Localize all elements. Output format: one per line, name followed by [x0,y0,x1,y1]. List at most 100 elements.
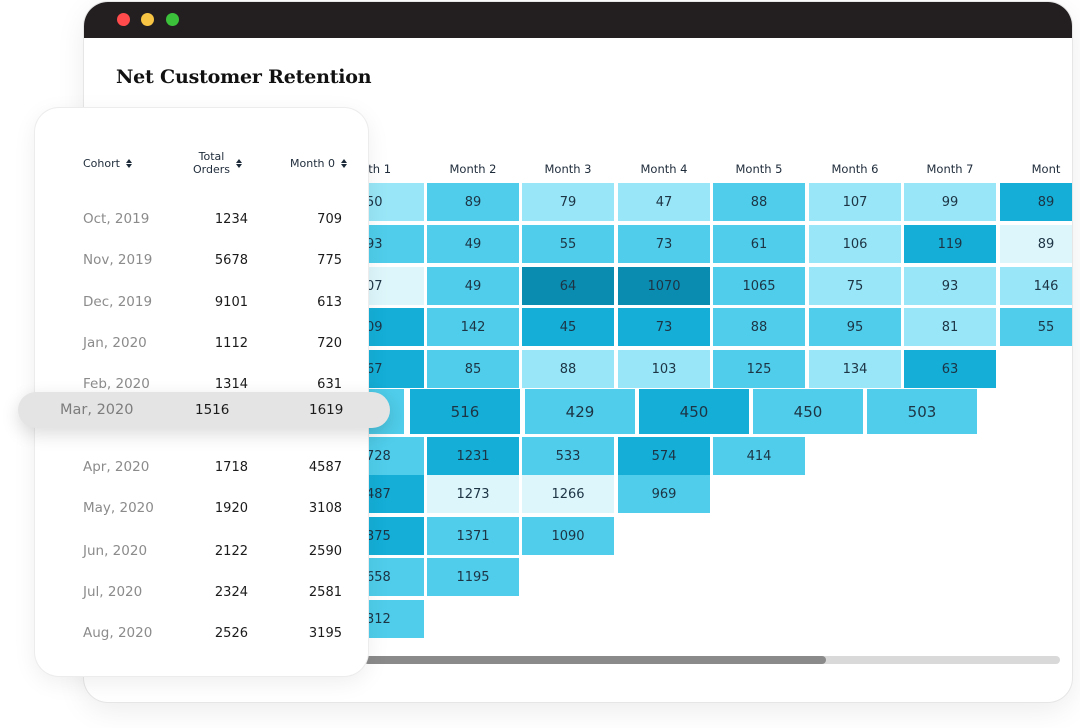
retention-cell[interactable]: 49 [427,225,519,263]
retention-cell[interactable]: 1090 [522,517,614,555]
page-title: Net Customer Retention [116,66,372,88]
cohort-column-header[interactable]: Cohort [83,157,132,170]
retention-cell[interactable]: 969 [618,475,710,513]
orders-cell: 5678 [214,253,248,268]
retention-cell[interactable]: 134 [809,350,901,388]
retention-cell[interactable]: 106 [809,225,901,263]
month-header: Month 3 [544,162,592,176]
sort-icon[interactable] [125,159,132,168]
retention-cell[interactable]: 429 [525,389,635,434]
table-row[interactable]: Jul, 2020 2324 2581 [35,577,368,607]
retention-cell[interactable]: 1273 [427,475,519,513]
table-row[interactable]: Dec, 2019 9101 613 [35,287,368,317]
month0-cell: 720 [317,336,342,351]
retention-cell[interactable]: 1371 [427,517,519,555]
retention-cell[interactable]: 99 [904,183,996,221]
orders-cell: 1718 [214,460,248,475]
retention-cell[interactable]: 1065 [713,267,805,305]
month0-cell: 2590 [308,544,342,559]
horizontal-scrollbar[interactable] [364,656,1060,664]
cohort-cell: Dec, 2019 [83,294,153,310]
retention-cell[interactable]: 95 [809,308,901,346]
retention-cell[interactable]: 79 [522,183,614,221]
table-row[interactable]: Feb, 2020 1314 631 [35,369,368,399]
month0-cell: 709 [317,212,342,227]
retention-cell[interactable]: 45 [522,308,614,346]
retention-cell[interactable]: 81 [904,308,996,346]
highlighted-cohort: Mar, 2020 [60,402,134,418]
retention-cell[interactable]: 450 [753,389,863,434]
cohort-cell: Nov, 2019 [83,252,153,268]
retention-cell[interactable]: 1266 [522,475,614,513]
month-header: Month 7 [926,162,974,176]
retention-cell[interactable]: 93 [904,267,996,305]
retention-cell[interactable]: 450 [639,389,749,434]
table-row[interactable]: Nov, 2019 5678 775 [35,245,368,275]
retention-cell[interactable]: 414 [713,437,805,475]
sort-icon[interactable] [340,159,347,168]
retention-cell[interactable]: 63 [904,350,996,388]
retention-cell[interactable]: 61 [713,225,805,263]
retention-cell[interactable]: 55 [1000,308,1072,346]
month0-column-header[interactable]: Month 0 [290,157,347,170]
maximize-window-button[interactable] [166,13,179,26]
retention-cell[interactable]: 503 [867,389,977,434]
retention-cell[interactable]: 49 [427,267,519,305]
retention-cell[interactable]: 73 [618,308,710,346]
table-row[interactable]: Apr, 2020 1718 4587 [35,452,368,482]
retention-cell[interactable]: 88 [713,183,805,221]
sort-icon[interactable] [236,158,242,168]
retention-cell[interactable]: 88 [522,350,614,388]
retention-cell[interactable]: 1195 [427,558,519,596]
retention-cell[interactable]: 107 [809,183,901,221]
retention-cell[interactable]: 125 [713,350,805,388]
orders-cell: 1920 [214,501,248,516]
retention-cell[interactable]: 89 [1000,183,1072,221]
month-header: Mont [1031,162,1061,176]
retention-cell[interactable]: 142 [427,308,519,346]
retention-cell[interactable]: 47 [618,183,710,221]
table-row[interactable]: Jan, 2020 1112 720 [35,328,368,358]
orders-cell: 9101 [214,295,248,310]
retention-cell[interactable]: 88 [713,308,805,346]
orders-cell: 2122 [214,544,248,559]
cohort-cell: Oct, 2019 [83,211,150,227]
retention-cell[interactable]: 75 [809,267,901,305]
table-row[interactable]: Jun, 2020 2122 2590 [35,536,368,566]
retention-cell[interactable]: 533 [522,437,614,475]
retention-cell[interactable]: 73 [618,225,710,263]
total-orders-header-line2: Orders [193,163,230,176]
title-bar [84,2,1072,38]
table-row[interactable]: Oct, 2019 1234 709 [35,204,368,234]
cohort-cell: May, 2020 [83,500,154,516]
cohort-cell: Aug, 2020 [83,625,153,641]
total-orders-header-line1: Total [198,150,225,163]
orders-cell: 1234 [214,212,248,227]
retention-cell[interactable]: 55 [522,225,614,263]
retention-cell[interactable]: 119 [904,225,996,263]
cohort-cell: Apr, 2020 [83,459,150,475]
month0-cell: 3108 [308,501,342,516]
retention-cell[interactable]: 85 [427,350,519,388]
retention-cell[interactable]: 1231 [427,437,519,475]
total-orders-column-header[interactable]: Total Orders [193,150,242,176]
cohort-cell: Jun, 2020 [83,543,148,559]
retention-cell[interactable]: 1070 [618,267,710,305]
cohort-cell: Jul, 2020 [83,584,143,600]
cohort-header-label: Cohort [83,157,120,170]
retention-cell[interactable]: 574 [618,437,710,475]
retention-cell[interactable]: 89 [427,183,519,221]
retention-cell[interactable]: 516 [410,389,520,434]
cohort-cell: Jan, 2020 [83,335,147,351]
table-row[interactable]: May, 2020 1920 3108 [35,493,368,523]
table-row[interactable]: Aug, 2020 2526 3195 [35,618,368,648]
highlighted-cohort-row[interactable]: Mar, 2020 1516 1619 [18,392,390,428]
minimize-window-button[interactable] [141,13,154,26]
close-window-button[interactable] [117,13,130,26]
retention-cell[interactable]: 64 [522,267,614,305]
retention-cell[interactable]: 146 [1000,267,1072,305]
retention-cell[interactable]: 89 [1000,225,1072,263]
month-header: Month 5 [735,162,783,176]
retention-cell[interactable]: 103 [618,350,710,388]
scrollbar-thumb[interactable] [364,656,826,664]
